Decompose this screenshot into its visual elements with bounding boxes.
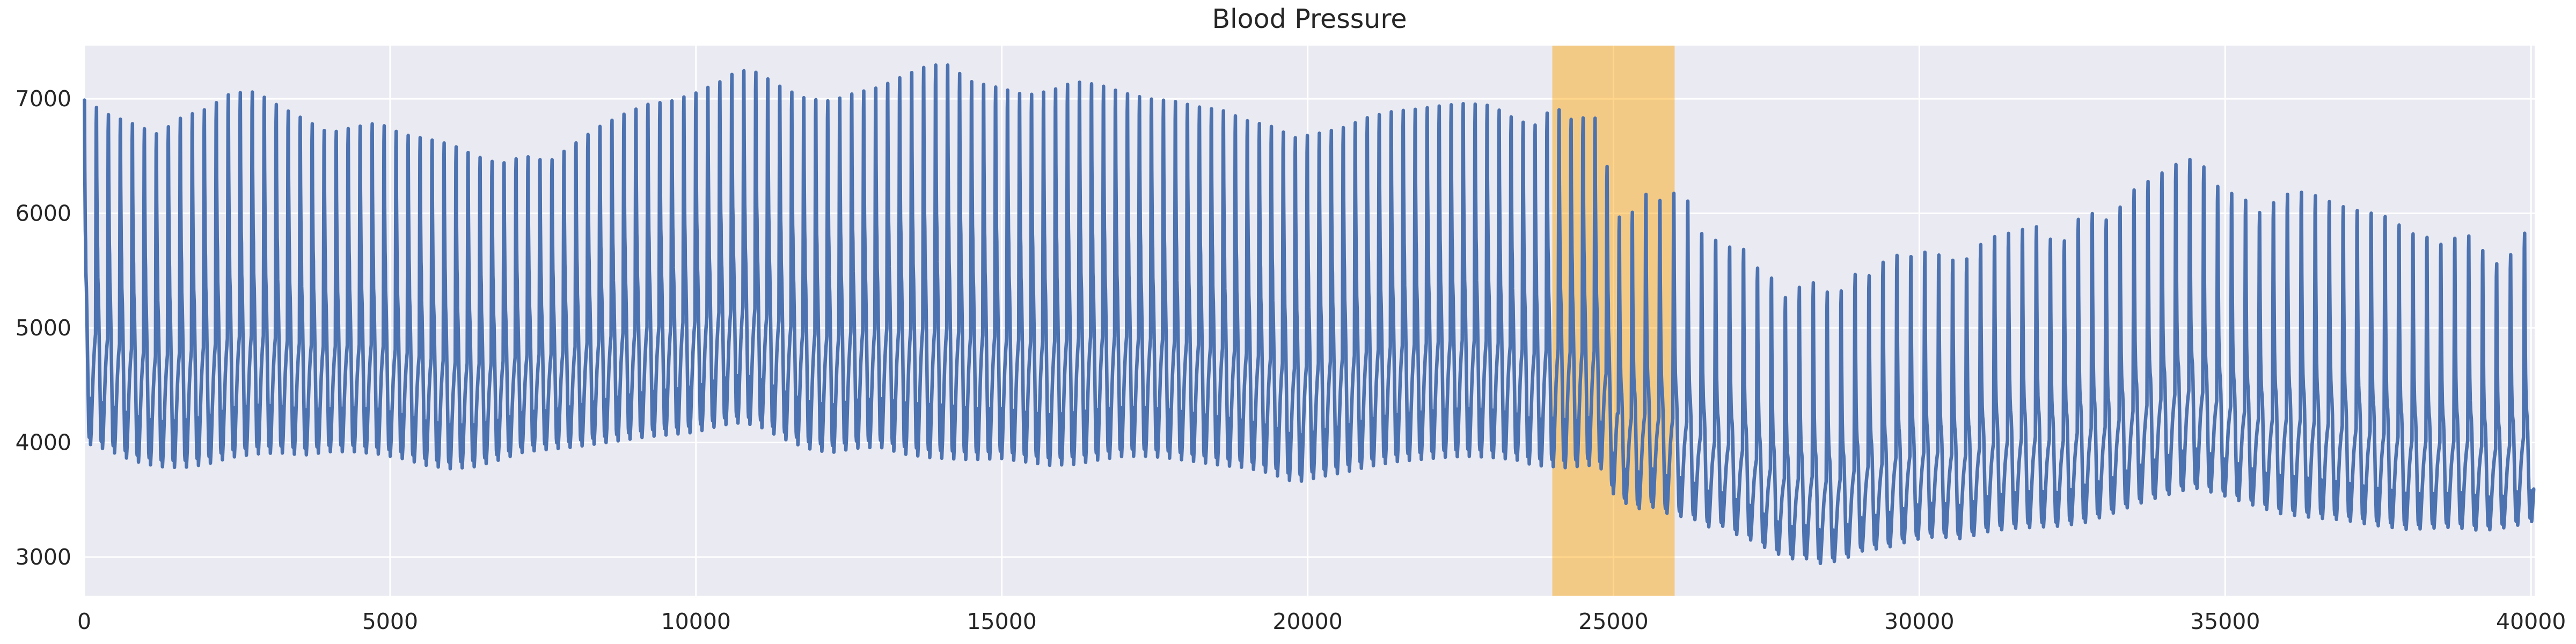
x-tick-label: 40000	[2496, 609, 2566, 634]
x-tick-label: 5000	[362, 609, 418, 634]
x-tick-label: 10000	[661, 609, 731, 634]
x-tick-label: 0	[77, 609, 91, 634]
x-tick-label: 35000	[2190, 609, 2260, 634]
y-tick-label: 3000	[16, 544, 71, 570]
x-tick-label: 30000	[1884, 609, 1954, 634]
waveform-line	[83, 63, 2536, 566]
x-tick-label: 25000	[1578, 609, 1648, 634]
chart-title: Blood Pressure	[1212, 4, 1407, 34]
y-tick-label: 4000	[16, 430, 71, 456]
y-tick-label: 5000	[16, 315, 71, 341]
y-tick-label: 6000	[16, 201, 71, 226]
y-tick-label: 7000	[16, 86, 71, 112]
x-tick-label: 15000	[967, 609, 1036, 634]
x-tick-label: 20000	[1272, 609, 1342, 634]
